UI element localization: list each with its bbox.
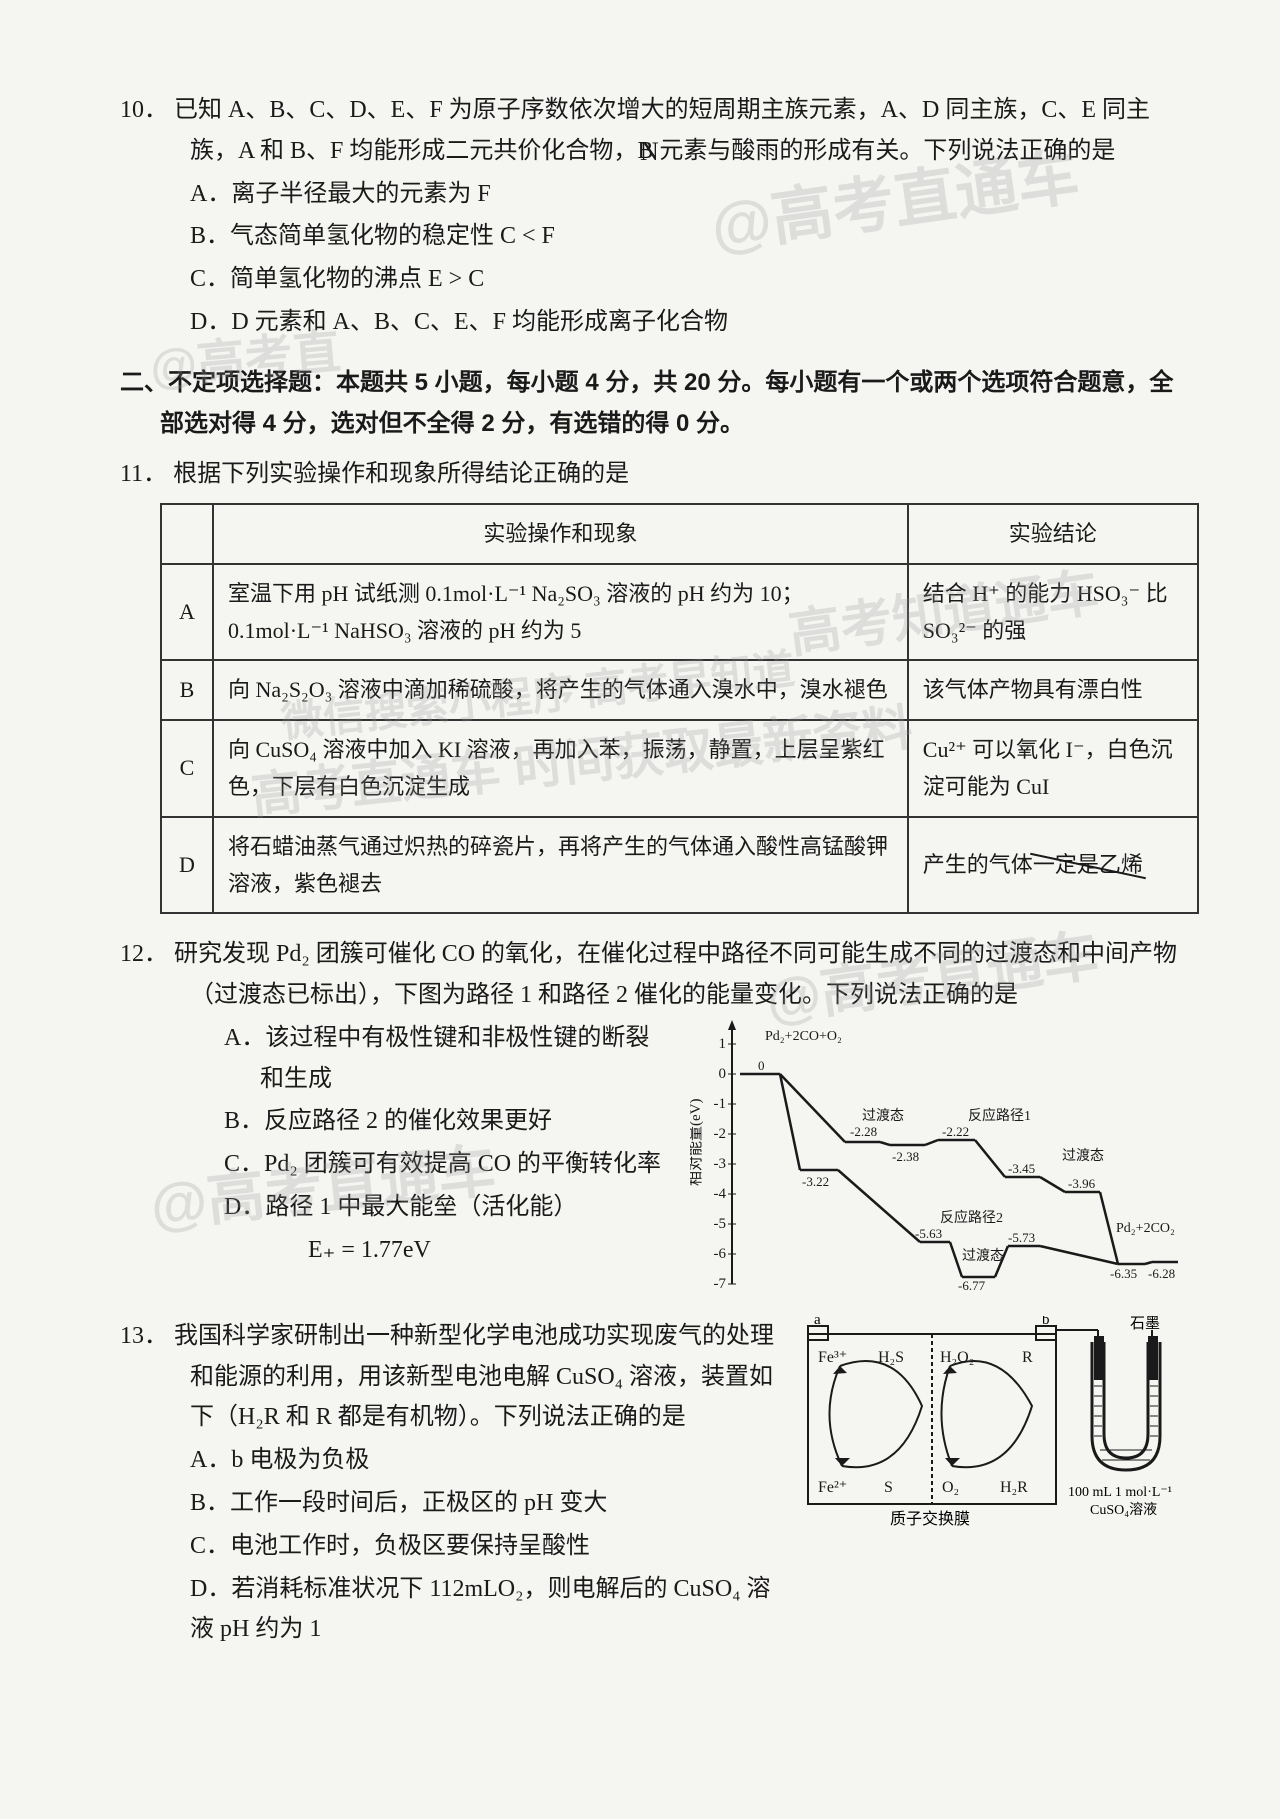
label-fe2: Fe²⁺ xyxy=(818,1479,847,1496)
svg-text:-5.63: -5.63 xyxy=(915,1226,942,1241)
section-2-header: 二、不定项选择题：本题共 5 小题，每小题 4 分，共 20 分。每小题有一个或… xyxy=(120,363,1180,445)
battery-diagram: a b Fe³⁺ H₂S H₂O₂ R Fe²⁺ S O₂ H₂R xyxy=(800,1316,1180,1556)
chart-ylabel: 相对能量(eV) xyxy=(690,1098,704,1185)
experiment-operation: 向 Na₂S₂O₃ 溶液中滴加稀硫酸，将产生的气体通入溴水中，溴水褪色 xyxy=(213,660,908,719)
svg-text:-6.77: -6.77 xyxy=(958,1278,986,1293)
svg-text:-3.96: -3.96 xyxy=(1068,1176,1096,1191)
question-number: 12． xyxy=(120,941,168,967)
experiment-conclusion: 结合 H⁺ 的能力 HSO₃⁻ 比 SO₃²⁻ 的强 xyxy=(908,564,1198,661)
question-10: 10． 已知 A、B、C、D、E、F 为原子序数依次增大的短周期主族元素，A、D… xyxy=(120,90,1180,343)
svg-text:-5: -5 xyxy=(714,1216,727,1232)
row-label: C xyxy=(161,720,213,817)
question-number: 13． xyxy=(120,1323,168,1349)
experiment-conclusion: Cu²⁺ 可以氧化 I⁻，白色沉淀可能为 CuI xyxy=(908,720,1198,817)
chart-start-label: Pd₂+2CO+O₂ xyxy=(765,1029,842,1044)
table-header-conclusion: 实验结论 xyxy=(908,504,1198,563)
question-13: 13． 我国科学家研制出一种新型化学电池成功实现废气的处理和能源的利用，用该新型… xyxy=(120,1316,1180,1652)
energy-diagram-chart: 1 0 -1 -2 -3 -4 -5 -6 -7 相对能量(eV) Pd₂+2C… xyxy=(690,1016,1180,1296)
option-a: A．离子半径最大的元素为 F xyxy=(190,174,1180,215)
question-11: 11． 根据下列实验操作和现象所得结论正确的是 实验操作和现象 实验结论 A 室… xyxy=(120,454,1180,914)
graphite-label: 石墨 xyxy=(1130,1316,1160,1332)
option-d: D．若消耗标准状况下 112mLO₂，则电解后的 CuSO₄ 溶液 pH 约为 … xyxy=(190,1569,782,1651)
svg-text:-4: -4 xyxy=(714,1186,727,1202)
label-h2s: H₂S xyxy=(878,1349,904,1366)
svg-text:1: 1 xyxy=(719,1036,727,1052)
experiment-conclusion: 产生的气体一定是乙烯 xyxy=(908,817,1198,914)
chart-end-label: Pd₂+2CO₂ xyxy=(1116,1221,1175,1236)
membrane-label: 质子交换膜 xyxy=(890,1510,970,1528)
question-stem: 已知 A、B、C、D、E、F 为原子序数依次增大的短周期主族元素，A、D 同主族… xyxy=(174,97,1150,164)
svg-text:0: 0 xyxy=(758,1058,765,1073)
handwritten-note: N xyxy=(640,130,659,174)
option-b: B．工作一段时间后，正极区的 pH 变大 xyxy=(190,1483,782,1524)
option-b: B．气态简单氢化物的稳定性 C < F xyxy=(190,216,1180,257)
option-b: B．反应路径 2 的催化效果更好 xyxy=(190,1101,672,1142)
row-label: B xyxy=(161,660,213,719)
option-c: C．Pd₂ 团簇可有效提高 CO 的平衡转化率 xyxy=(190,1144,672,1185)
table-row: C 向 CuSO₄ 溶液中加入 KI 溶液，再加入苯，振荡，静置，上层呈紫红色，… xyxy=(161,720,1198,817)
label-a: a xyxy=(814,1316,821,1328)
experiment-operation: 向 CuSO₄ 溶液中加入 KI 溶液，再加入苯，振荡，静置，上层呈紫红色，下层… xyxy=(213,720,908,817)
option-d: D．路径 1 中最大能垒（活化能） xyxy=(190,1187,672,1228)
svg-text:-3.22: -3.22 xyxy=(802,1174,829,1189)
table-row: D 将石蜡油蒸气通过炽热的碎瓷片，再将产生的气体通入酸性高锰酸钾溶液，紫色褪去 … xyxy=(161,817,1198,914)
svg-text:-2: -2 xyxy=(714,1126,727,1142)
question-number: 10． xyxy=(120,97,168,123)
experiment-table: 实验操作和现象 实验结论 A 室温下用 pH 试纸测 0.1mol·L⁻¹ Na… xyxy=(160,503,1199,914)
option-c: C．电池工作时，负极区要保持呈酸性 xyxy=(190,1526,782,1567)
table-row: B 向 Na₂S₂O₃ 溶液中滴加稀硫酸，将产生的气体通入溴水中，溴水褪色 该气… xyxy=(161,660,1198,719)
path1-label: 反应路径1 xyxy=(968,1107,1031,1124)
experiment-operation: 将石蜡油蒸气通过炽热的碎瓷片，再将产生的气体通入酸性高锰酸钾溶液，紫色褪去 xyxy=(213,817,908,914)
question-stem: 根据下列实验操作和现象所得结论正确的是 xyxy=(173,461,629,487)
electrolyte-label-2: CuSO₄溶液 xyxy=(1090,1502,1157,1518)
option-c: C．简单氢化物的沸点 E > C xyxy=(190,259,1180,300)
svg-text:-6.28: -6.28 xyxy=(1148,1266,1175,1281)
question-stem: 我国科学家研制出一种新型化学电池成功实现废气的处理和能源的利用，用该新型电池电解… xyxy=(174,1323,774,1431)
question-stem: 研究发现 Pd₂ 团簇可催化 CO 的氧化，在催化过程中路径不同可能生成不同的过… xyxy=(174,941,1177,1008)
option-a: A．该过程中有极性键和非极性键的断裂和生成 xyxy=(190,1018,672,1100)
path2-label: 反应路径2 xyxy=(940,1209,1003,1226)
handwritten-strikethrough: 一定是乙烯 xyxy=(1033,852,1143,877)
label-h2r: H₂R xyxy=(1000,1479,1028,1496)
row-label: A xyxy=(161,564,213,661)
experiment-operation: 室温下用 pH 试纸测 0.1mol·L⁻¹ Na₂SO₃ 溶液的 pH 约为 … xyxy=(213,564,908,661)
label-s: S xyxy=(884,1479,893,1496)
label-r: R xyxy=(1022,1349,1033,1366)
transition-label: 过渡态 xyxy=(862,1108,904,1124)
table-header-operation: 实验操作和现象 xyxy=(213,504,908,563)
question-12: 12． 研究发现 Pd₂ 团簇可催化 CO 的氧化，在催化过程中路径不同可能生成… xyxy=(120,934,1180,1296)
question-number: 11． xyxy=(120,461,167,487)
label-b: b xyxy=(1042,1316,1050,1328)
svg-text:-2.28: -2.28 xyxy=(850,1124,877,1139)
label-fe3: Fe³⁺ xyxy=(818,1349,847,1366)
svg-text:-5.73: -5.73 xyxy=(1008,1230,1035,1245)
option-d: D．D 元素和 A、B、C、E、F 均能形成离子化合物 xyxy=(190,302,1180,343)
option-d-line2: E₊ = 1.77eV xyxy=(190,1230,672,1271)
transition-label: 过渡态 xyxy=(962,1248,1004,1264)
row-label: D xyxy=(161,817,213,914)
label-h2o2: H₂O₂ xyxy=(940,1349,974,1366)
svg-text:-6.35: -6.35 xyxy=(1110,1266,1137,1281)
svg-text:0: 0 xyxy=(719,1066,727,1082)
svg-text:-1: -1 xyxy=(714,1096,727,1112)
option-a: A．b 电极为负极 xyxy=(190,1440,782,1481)
label-o2: O₂ xyxy=(942,1479,959,1496)
svg-text:-2.38: -2.38 xyxy=(892,1149,919,1164)
table-row: A 室温下用 pH 试纸测 0.1mol·L⁻¹ Na₂SO₃ 溶液的 pH 约… xyxy=(161,564,1198,661)
experiment-conclusion: 该气体产物具有漂白性 xyxy=(908,660,1198,719)
svg-text:-3.45: -3.45 xyxy=(1008,1161,1035,1176)
svg-text:-7: -7 xyxy=(714,1276,727,1292)
electrolyte-label-1: 100 mL 1 mol·L⁻¹ xyxy=(1068,1485,1172,1500)
svg-text:-6: -6 xyxy=(714,1246,727,1262)
transition-label: 过渡态 xyxy=(1062,1148,1104,1164)
svg-text:-3: -3 xyxy=(714,1156,727,1172)
svg-text:-2.22: -2.22 xyxy=(942,1124,969,1139)
